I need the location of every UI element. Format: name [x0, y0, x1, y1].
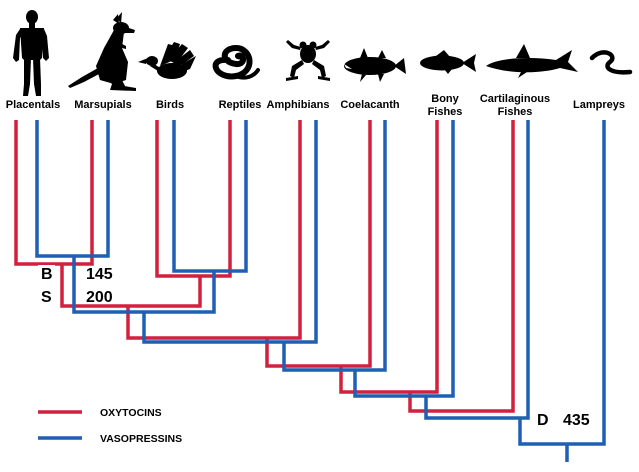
coelacanth-silhouette-icon — [344, 48, 406, 82]
vasopressin-branch — [424, 120, 530, 420]
taxon-label-placentals: Placentals — [6, 99, 60, 111]
taxon-label-bony-fishes-line2: Fishes — [428, 106, 463, 118]
vasopressin-branch — [142, 120, 318, 344]
oxytocin-branch — [126, 120, 302, 340]
vasopressin-branch — [35, 120, 110, 258]
kangaroo-silhouette-icon — [68, 12, 136, 91]
node-letter-d: D — [537, 412, 549, 429]
duck-silhouette-icon — [138, 42, 196, 79]
oxytocin-branch — [408, 120, 515, 413]
legend-label-vasopressins: VASOPRESSINS — [100, 433, 182, 445]
taxon-label-reptiles: Reptiles — [219, 99, 262, 111]
oxytocin-branch — [60, 264, 202, 308]
taxon-label-lampreys: Lampreys — [573, 99, 625, 111]
node-label-backing — [38, 288, 55, 305]
taxon-label-cartilaginous-fishes-line2: Fishes — [498, 106, 533, 118]
tip-labels: Placentals Marsupials Birds Reptiles Amphibi… — [6, 93, 625, 118]
vasopressin-branch — [172, 120, 248, 273]
fish-silhouette-icon — [420, 50, 476, 74]
vasopressin-branch — [282, 120, 387, 372]
lamprey-silhouette-icon — [589, 50, 633, 75]
node-value-b: 145 — [86, 266, 113, 283]
snake-silhouette-icon — [212, 44, 260, 80]
taxon-label-birds: Birds — [156, 99, 184, 111]
branches — [14, 120, 606, 462]
oxytocin-branch — [14, 120, 94, 266]
node-labels: B 145 S 200 D 435 — [38, 265, 590, 429]
taxon-label-bony-fishes: Bony — [431, 93, 459, 105]
legend-label-oxytocins: OXYTOCINS — [100, 407, 162, 419]
node-value-d: 435 — [563, 412, 590, 429]
node-label-backing — [534, 411, 551, 428]
taxon-label-amphibians: Amphibians — [267, 99, 330, 111]
oxytocin-branch — [265, 120, 372, 368]
vasopressin-branch — [518, 120, 606, 446]
node-letter-s: S — [41, 289, 52, 306]
taxon-label-coelacanth: Coelacanth — [340, 99, 400, 111]
legend: OXYTOCINS VASOPRESSINS — [38, 407, 182, 445]
oxytocin-branch — [155, 120, 232, 278]
vasopressin-branch — [353, 120, 455, 398]
silhouettes — [13, 10, 633, 96]
node-letter-b: B — [41, 266, 53, 283]
oxytocin-branch — [339, 120, 439, 394]
human-silhouette-icon — [13, 10, 49, 96]
node-label-backing — [38, 265, 55, 282]
frog-silhouette-icon — [286, 40, 330, 81]
node-value-s: 200 — [86, 289, 113, 306]
taxon-label-marsupials: Marsupials — [74, 99, 131, 111]
taxon-label-cartilaginous-fishes: Cartilaginous — [480, 93, 550, 105]
shark-silhouette-icon — [486, 44, 578, 78]
